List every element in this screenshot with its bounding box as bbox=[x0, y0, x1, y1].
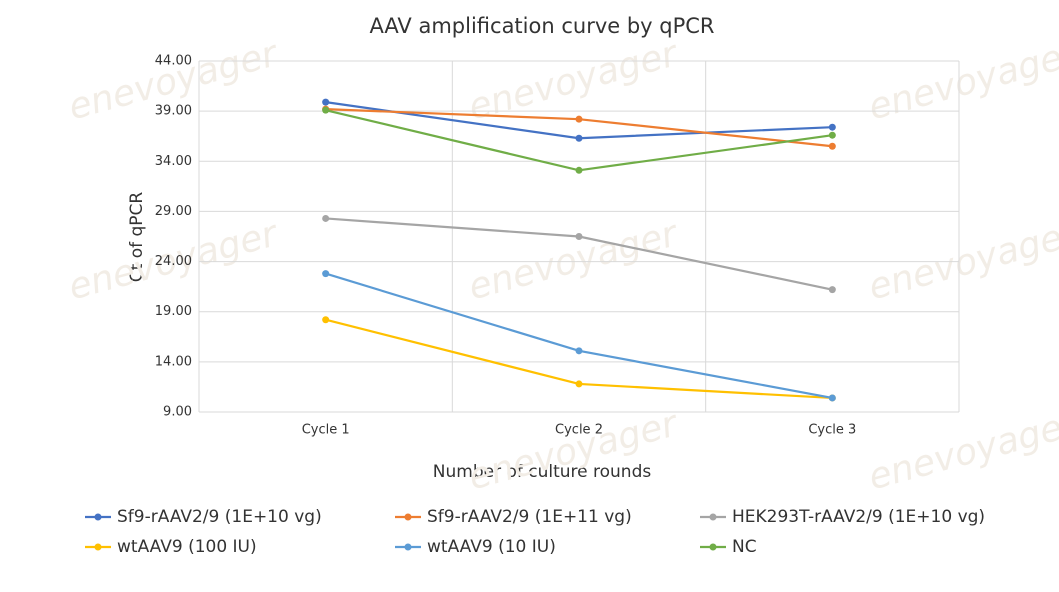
x-tick-label: Cycle 3 bbox=[808, 423, 856, 438]
y-tick-label: 34.00 bbox=[155, 154, 192, 169]
legend-label: wtAAV9 (100 IU) bbox=[117, 537, 257, 557]
y-axis-label: Ct of qPCR bbox=[127, 192, 147, 283]
watermark: enevoyager bbox=[464, 213, 683, 308]
data-point bbox=[828, 286, 836, 294]
legend-label: Sf9-rAAV2/9 (1E+11 vg) bbox=[427, 507, 632, 527]
data-point bbox=[828, 394, 836, 402]
data-point bbox=[322, 106, 330, 114]
legend-label: NC bbox=[732, 537, 757, 557]
data-point bbox=[322, 98, 330, 106]
legend-swatch bbox=[404, 543, 412, 551]
data-point bbox=[322, 270, 330, 278]
legend-swatch bbox=[404, 513, 412, 521]
data-point bbox=[828, 123, 836, 131]
data-point bbox=[575, 115, 583, 123]
legend-label: Sf9-rAAV2/9 (1E+10 vg) bbox=[117, 507, 322, 527]
y-tick-label: 39.00 bbox=[155, 104, 192, 119]
series-line bbox=[325, 272, 833, 400]
data-point bbox=[575, 380, 583, 388]
y-tick-label: 29.00 bbox=[155, 204, 192, 219]
data-point bbox=[575, 134, 583, 142]
watermark: enevoyager bbox=[864, 213, 1059, 308]
y-tick-label: 44.00 bbox=[155, 54, 192, 69]
legend-swatch bbox=[709, 513, 717, 521]
data-point bbox=[575, 347, 583, 355]
watermark: enevoyager bbox=[864, 33, 1059, 128]
y-tick-label: 9.00 bbox=[163, 405, 192, 420]
legend-label: wtAAV9 (10 IU) bbox=[427, 537, 556, 557]
legend-swatch bbox=[709, 543, 717, 551]
y-tick-label: 19.00 bbox=[155, 304, 192, 319]
watermark: enevoyager bbox=[464, 33, 683, 128]
x-tick-label: Cycle 2 bbox=[555, 423, 603, 438]
legend-swatch bbox=[94, 513, 102, 521]
x-tick-label: Cycle 1 bbox=[302, 423, 350, 438]
chart-title: AAV amplification curve by qPCR bbox=[369, 14, 714, 38]
data-point bbox=[322, 316, 330, 324]
y-tick-label: 14.00 bbox=[155, 354, 192, 369]
data-point bbox=[322, 214, 330, 222]
y-tick-label: 24.00 bbox=[155, 254, 192, 269]
data-point bbox=[575, 233, 583, 240]
data-point bbox=[575, 166, 583, 174]
data-point bbox=[828, 131, 836, 139]
watermark: enevoyager bbox=[464, 403, 683, 498]
legend-label: HEK293T-rAAV2/9 (1E+10 vg) bbox=[732, 507, 985, 527]
data-point bbox=[828, 142, 836, 150]
watermark: enevoyager bbox=[864, 403, 1059, 498]
x-axis-label: Number of culture rounds bbox=[433, 462, 652, 482]
legend-swatch bbox=[94, 543, 102, 551]
